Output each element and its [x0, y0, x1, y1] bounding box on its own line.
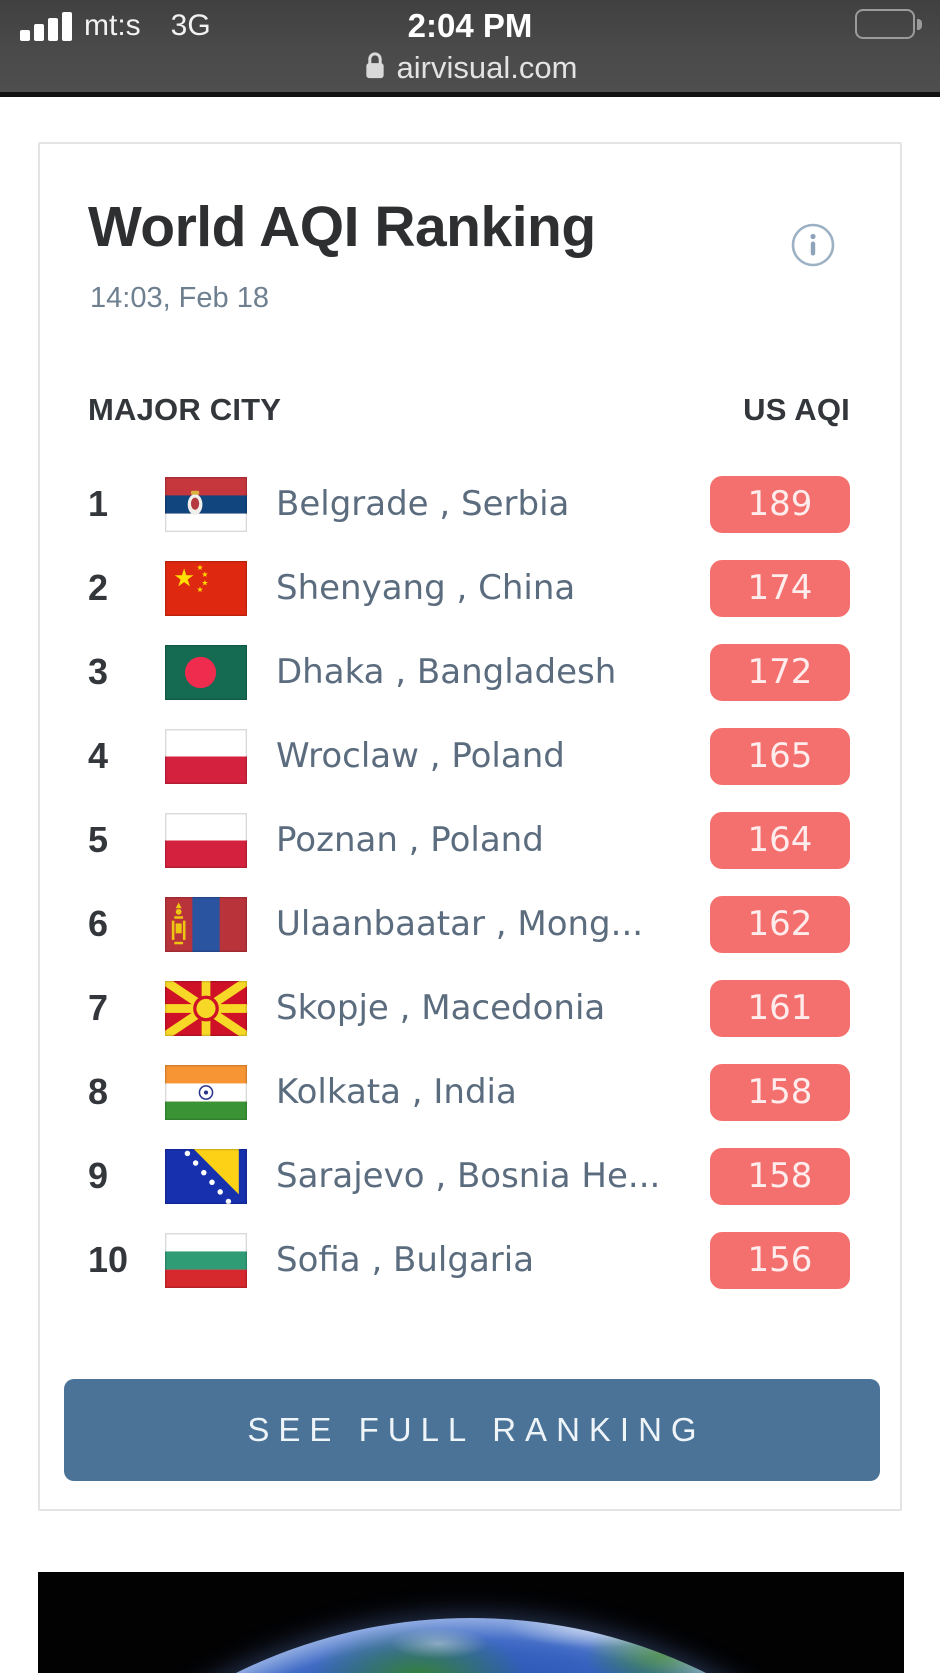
poland-flag-icon: [165, 728, 247, 784]
ranking-table: 1 Belgrade , Serbia 189 2 Shenyang , China…: [40, 462, 900, 1302]
china-flag-icon: [165, 560, 247, 616]
lock-icon: [363, 51, 387, 86]
city-name: Skopje , Macedonia: [276, 988, 606, 1028]
network-type-label: 3G: [170, 9, 211, 42]
status-left-group: mt:s 3G: [20, 11, 211, 41]
rank-number: 6: [88, 903, 109, 944]
globe-graphic: [38, 1618, 904, 1673]
ranking-row[interactable]: 4 Wroclaw , Poland 165: [40, 714, 900, 798]
status-bar: mt:s 3G 2:04 PM airvisual.com: [0, 0, 940, 97]
ranking-row[interactable]: 3 Dhaka , Bangladesh 172: [40, 630, 900, 714]
ranking-row[interactable]: 2 Shenyang , China 174: [40, 546, 900, 630]
clock-time: 2:04 PM: [407, 7, 533, 44]
carrier-label: mt:s: [84, 9, 141, 42]
city-name: Shenyang , China: [276, 568, 576, 608]
ranking-row[interactable]: 9 Sarajevo , Bosnia He... 158: [40, 1134, 900, 1218]
rank-number: 10: [88, 1239, 129, 1280]
aqi-value-badge: 164: [710, 811, 850, 869]
rank-number: 8: [88, 1071, 109, 1112]
url-text: airvisual.com: [396, 50, 578, 85]
city-name: Ulaanbaatar , Mong...: [276, 904, 644, 944]
aqi-value-badge: 158: [710, 1063, 850, 1121]
rank-number: 4: [88, 735, 109, 776]
aqi-value-badge: 165: [710, 727, 850, 785]
city-name: Kolkata , India: [276, 1072, 517, 1112]
aqi-value-badge: 156: [710, 1231, 850, 1289]
table-header-row: MAJOR CITY US AQI: [88, 392, 850, 428]
mongolia-flag-icon: [165, 896, 247, 952]
column-header-major-city: MAJOR CITY: [88, 392, 282, 427]
city-name: Poznan , Poland: [276, 820, 544, 860]
column-header-us-aqi: US AQI: [743, 392, 850, 427]
ranking-row[interactable]: 10 Sofia , Bulgaria 156: [40, 1218, 900, 1302]
ranking-timestamp: 14:03, Feb 18: [90, 282, 269, 314]
bulgaria-flag-icon: [165, 1232, 247, 1288]
india-flag-icon: [165, 1064, 247, 1120]
rank-number: 2: [88, 567, 109, 608]
browser-address-bar[interactable]: airvisual.com: [0, 50, 940, 86]
rank-number: 3: [88, 651, 109, 692]
ranking-row[interactable]: 8 Kolkata , India 158: [40, 1050, 900, 1134]
info-icon[interactable]: [790, 222, 836, 268]
ranking-row[interactable]: 5 Poznan , Poland 164: [40, 798, 900, 882]
see-full-ranking-button[interactable]: SEE FULL RANKING: [64, 1379, 880, 1481]
ranking-row[interactable]: 7 Skopje , Macedonia 161: [40, 966, 900, 1050]
signal-strength-icon: [20, 12, 72, 41]
rank-number: 7: [88, 987, 109, 1028]
city-name: Dhaka , Bangladesh: [276, 652, 617, 692]
ranking-row[interactable]: 6 Ulaanbaatar , Mong... 162: [40, 882, 900, 966]
status-bar-top-row: mt:s 3G 2:04 PM: [0, 6, 940, 46]
city-name: Belgrade , Serbia: [276, 484, 570, 524]
rank-number: 5: [88, 819, 109, 860]
aqi-value-badge: 174: [710, 559, 850, 617]
poland-flag-icon: [165, 812, 247, 868]
city-name: Sofia , Bulgaria: [276, 1240, 535, 1280]
serbia-flag-icon: [165, 476, 247, 532]
city-name: Sarajevo , Bosnia He...: [276, 1156, 661, 1196]
aqi-value-badge: 172: [710, 643, 850, 701]
city-name: Wroclaw , Poland: [276, 736, 565, 776]
ranking-row[interactable]: 1 Belgrade , Serbia 189: [40, 462, 900, 546]
aqi-value-badge: 162: [710, 895, 850, 953]
earth-globe-image[interactable]: [38, 1572, 904, 1673]
bangladesh-flag-icon: [165, 644, 247, 700]
aqi-value-badge: 189: [710, 475, 850, 533]
battery-icon: [855, 9, 922, 39]
bosnia-herzegovina-flag-icon: [165, 1148, 247, 1204]
world-aqi-ranking-card: World AQI Ranking 14:03, Feb 18 MAJOR CI…: [38, 142, 902, 1511]
rank-number: 1: [88, 483, 109, 524]
north-macedonia-flag-icon: [165, 980, 247, 1036]
aqi-value-badge: 158: [710, 1147, 850, 1205]
rank-number: 9: [88, 1155, 109, 1196]
aqi-value-badge: 161: [710, 979, 850, 1037]
page-title: World AQI Ranking: [88, 195, 596, 259]
